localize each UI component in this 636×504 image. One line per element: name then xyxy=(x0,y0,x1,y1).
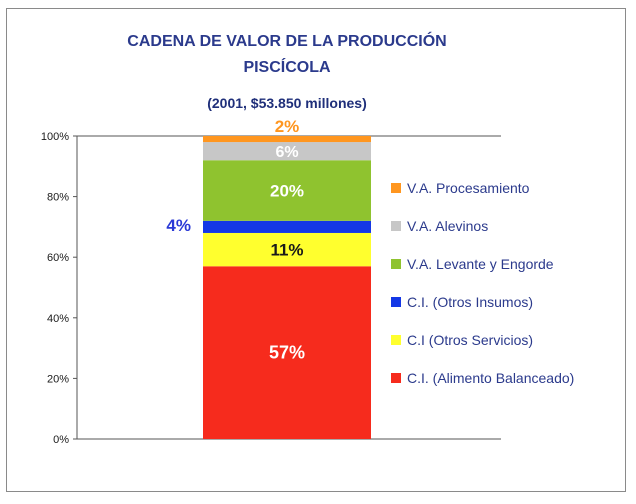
legend-swatch xyxy=(391,183,401,193)
legend-label: V.A. Procesamiento xyxy=(407,180,530,196)
bar-segment xyxy=(203,220,371,233)
legend-label: C.I. (Alimento Balanceado) xyxy=(407,370,574,386)
data-label: 4% xyxy=(166,216,191,235)
y-tick-label: 100% xyxy=(41,131,69,143)
bar-segment xyxy=(203,266,371,439)
legend-label: V.A. Levante y Engorde xyxy=(407,256,554,272)
y-tick-label: 60% xyxy=(47,252,69,264)
y-tick-label: 0% xyxy=(53,434,69,446)
data-label: 6% xyxy=(275,144,298,161)
data-label: 11% xyxy=(270,241,303,260)
y-tick-label: 80% xyxy=(47,192,69,204)
legend-label: V.A. Alevinos xyxy=(407,218,488,234)
chart-title-line-2: PISCÍCOLA xyxy=(243,59,331,76)
chart-subtitle: (2001, $53.850 millones) xyxy=(207,95,367,111)
bar-segment xyxy=(203,136,371,143)
bar-segment xyxy=(203,232,371,267)
data-label: 20% xyxy=(270,182,304,201)
chart-frame: CADENA DE VALOR DE LA PRODUCCIÓN PISCÍCO… xyxy=(6,8,626,492)
legend-swatch xyxy=(391,373,401,383)
bar-segment xyxy=(203,142,371,161)
data-label: 2% xyxy=(275,117,300,136)
legend-label: C.I (Otros Servicios) xyxy=(407,332,533,348)
legend-label: C.I. (Otros Insumos) xyxy=(407,294,533,310)
legend-swatch xyxy=(391,221,401,231)
legend-swatch xyxy=(391,335,401,345)
legend-swatch xyxy=(391,297,401,307)
stacked-bar-chart: 0% 20% 40% 60% 80% 100% 57% 11% 4% 20% 6% 2% V.A. Pr… xyxy=(41,117,574,446)
legend-swatch xyxy=(391,259,401,269)
bar-segment xyxy=(203,160,371,221)
chart-title-line-1: CADENA DE VALOR DE LA PRODUCCIÓN xyxy=(127,33,447,50)
y-tick-label: 40% xyxy=(47,313,69,325)
y-tick-label: 20% xyxy=(47,373,69,385)
data-label: 57% xyxy=(269,343,305,363)
